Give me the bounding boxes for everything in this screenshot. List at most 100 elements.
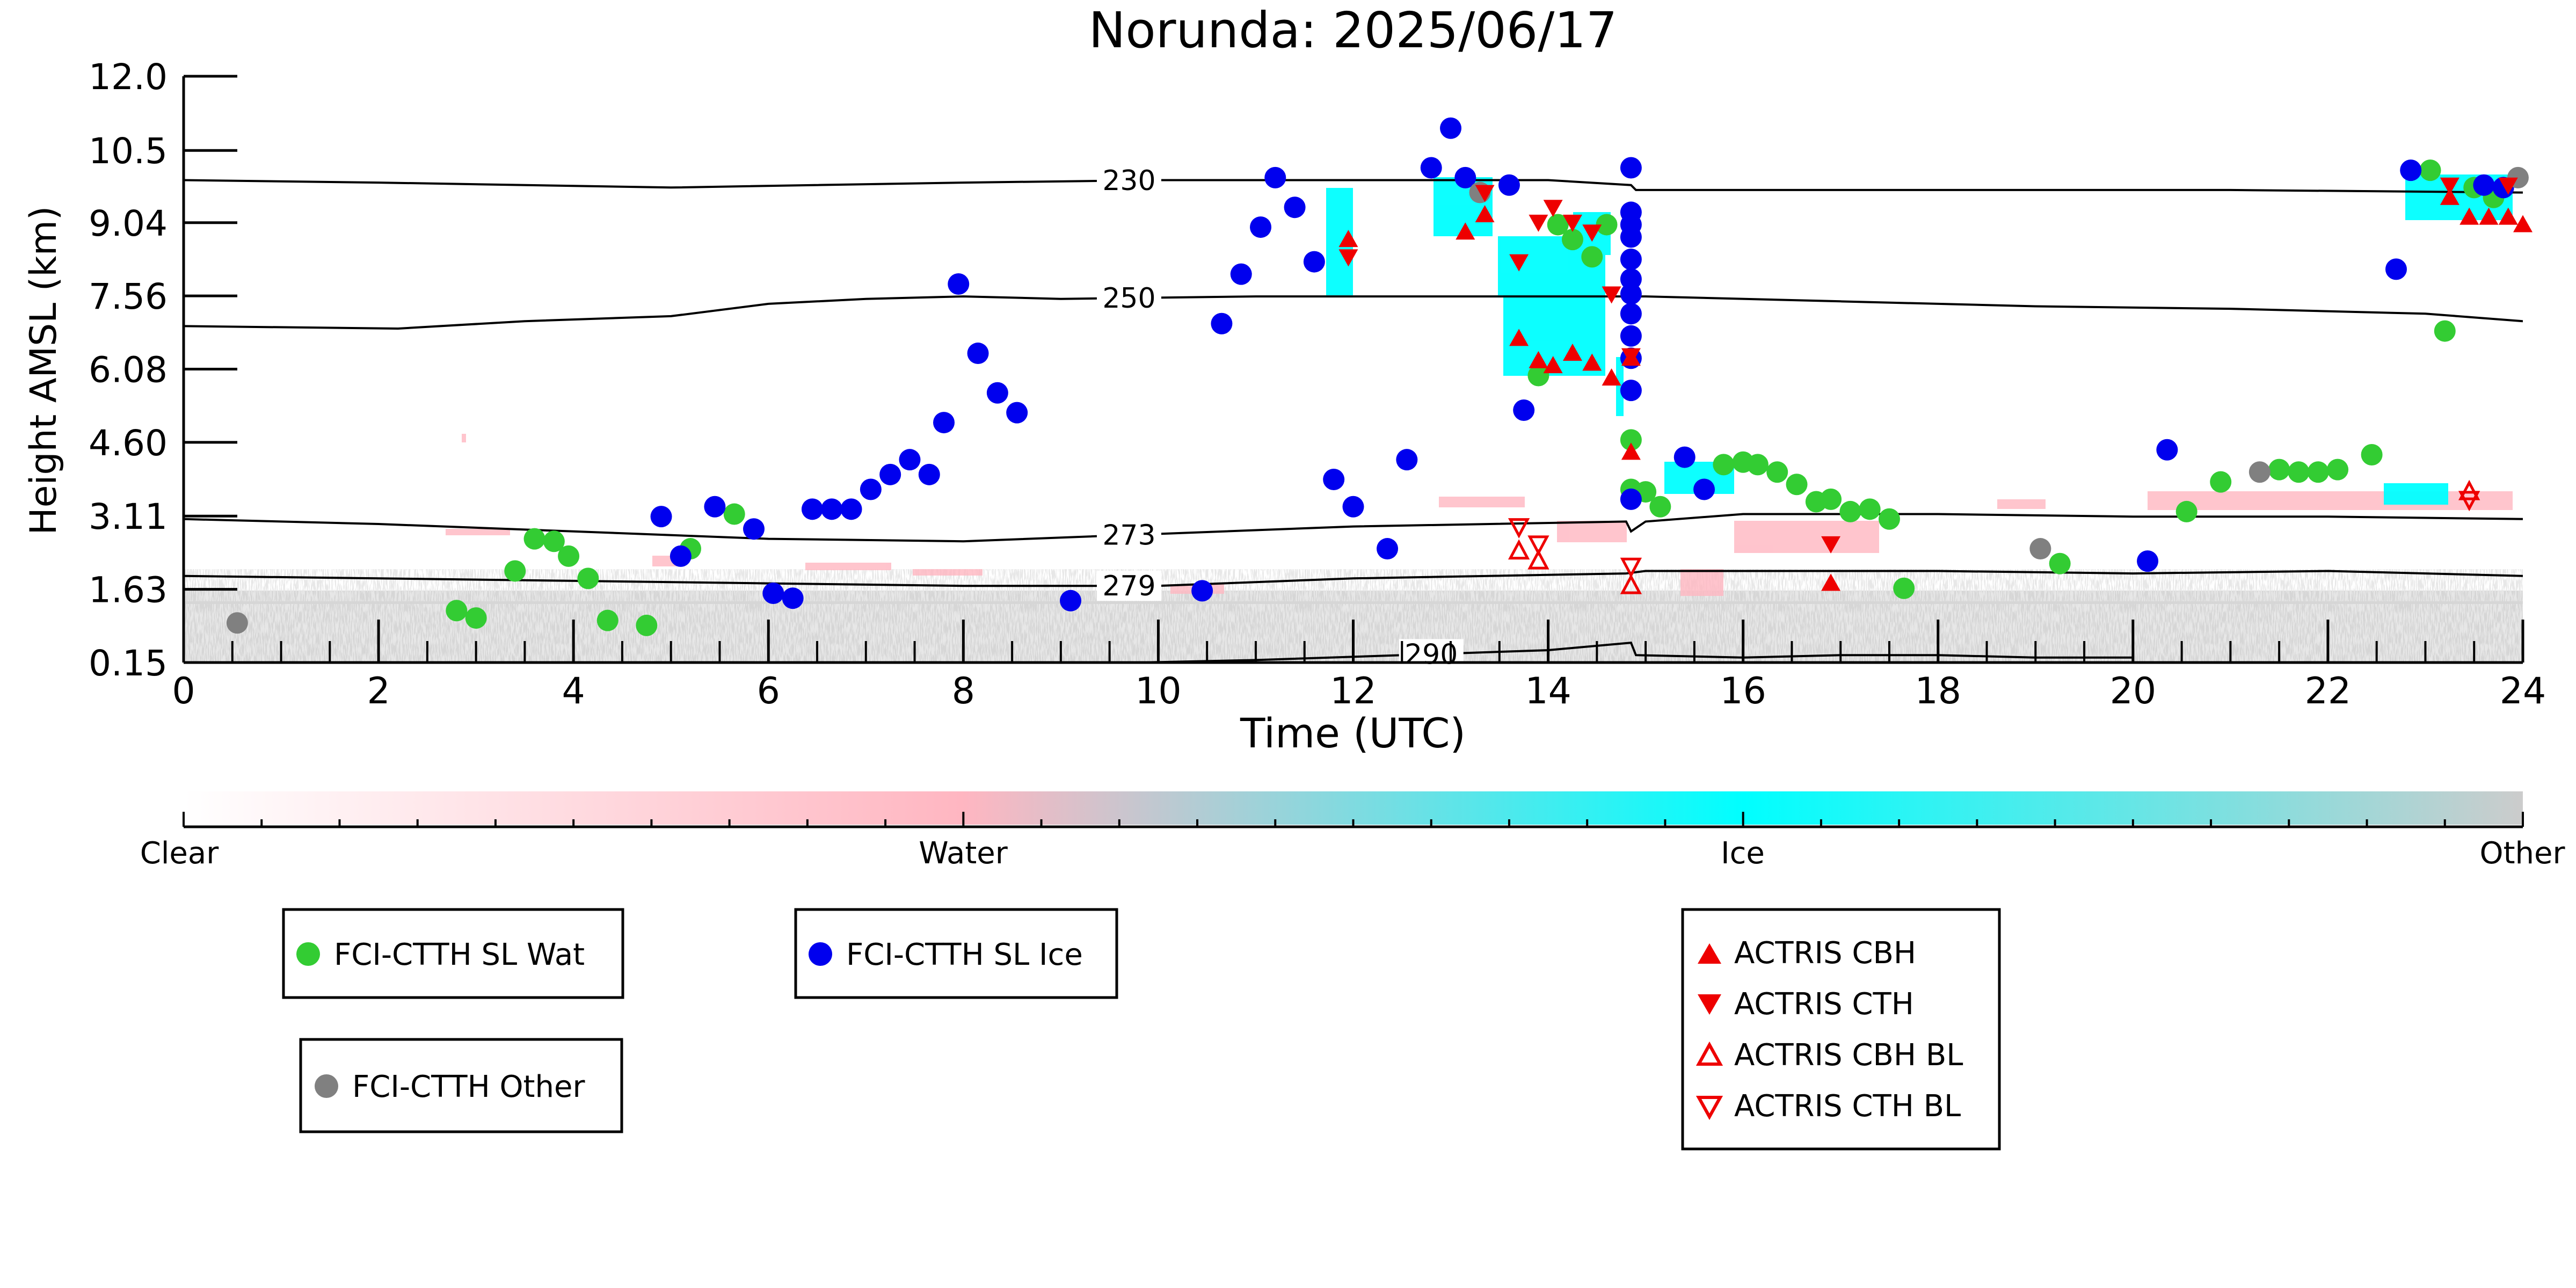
marker-actris-cth-bl xyxy=(1527,535,1549,556)
marker-fci-ctth-sl-ice xyxy=(1454,166,1476,188)
colorbar-label-water: Water xyxy=(919,836,1008,871)
marker-actris-cbh xyxy=(2479,207,2499,225)
marker-actris-cth xyxy=(1475,185,1495,202)
marker-fci-ctth-sl-wat xyxy=(636,614,658,636)
marker-fci-ctth-sl-ice xyxy=(860,478,882,500)
marker-actris-cbh xyxy=(1509,329,1529,346)
legend-label-cbh: ACTRIS CBH xyxy=(1734,936,1916,971)
marker-fci-ctth-sl-ice xyxy=(879,463,901,485)
contour-label-bg xyxy=(1096,165,1161,196)
marker-fci-ctth-sl-ice xyxy=(1342,496,1364,518)
marker-fci-ctth-sl-wat xyxy=(1839,500,1861,522)
marker-fci-ctth-sl-ice xyxy=(1303,251,1325,273)
x-tick-label: 22 xyxy=(2305,670,2352,712)
marker-fci-ctth-sl-ice xyxy=(704,496,726,518)
marker-fci-ctth-sl-wat xyxy=(723,503,745,525)
legend-label-wat: FCI-CTTH SL Wat xyxy=(334,937,585,972)
cloud-classification-field xyxy=(184,174,2523,663)
x-tick-label: 12 xyxy=(1330,670,1377,712)
marker-fci-ctth-sl-ice xyxy=(1323,469,1345,491)
marker-fci-ctth-sl-ice xyxy=(1060,590,1082,612)
marker-fci-ctth-sl-wat xyxy=(543,530,565,552)
marker-actris-cbh xyxy=(1475,205,1495,223)
marker-fci-ctth-sl-wat xyxy=(1766,461,1788,483)
marker-fci-ctth-sl-ice xyxy=(1513,399,1535,421)
marker-fci-ctth-sl-wat xyxy=(2361,443,2383,465)
marker-fci-ctth-sl-ice xyxy=(918,463,940,485)
marker-fci-ctth-sl-ice xyxy=(1498,174,1520,196)
marker-fci-ctth-sl-wat xyxy=(2288,461,2310,483)
marker-fci-ctth-sl-ice xyxy=(1620,157,1642,179)
marker-actris-cth-bl xyxy=(2458,491,2480,512)
contour-label-bg xyxy=(1096,520,1161,550)
contour-labels: 230 250 273 279 290 xyxy=(1096,165,1464,671)
marker-fci-ctth-sl-wat xyxy=(2210,471,2232,493)
x-tick-label: 20 xyxy=(2110,670,2157,712)
marker-fci-ctth-sl-wat xyxy=(1786,474,1808,496)
x-tick-label: 8 xyxy=(952,670,975,712)
marker-fci-ctth-sl-wat xyxy=(1893,577,1915,599)
y-axis-label: Height AMSL (km) xyxy=(23,206,65,535)
marker-fci-ctth-sl-wat xyxy=(2175,500,2197,522)
legend-label-cth: ACTRIS CTH xyxy=(1734,987,1914,1022)
marker-fci-ctth-sl-ice xyxy=(840,498,862,520)
marker-actris-cth xyxy=(1621,348,1641,366)
marker-fci-ctth-sl-wat xyxy=(558,545,580,567)
x-axis-ticks: 0 2 4 6 8 10 12 14 16 18 20 22 24 xyxy=(172,620,2546,712)
marker-fci-ctth-sl-ice xyxy=(948,273,970,295)
marker-fci-ctth-sl-ice xyxy=(1377,538,1399,560)
marker-fci-ctth-sl-ice xyxy=(899,449,921,471)
marker-actris-cbh xyxy=(1562,344,1582,361)
colorbar-label-other: Other xyxy=(2479,836,2565,871)
legend-label-cbh-bl: ACTRIS CBH BL xyxy=(1734,1038,1963,1073)
legend-ice: FCI-CTTH SL Ice xyxy=(794,908,1118,999)
marker-fci-ctth-sl-wat xyxy=(1713,454,1735,476)
x-tick-label: 14 xyxy=(1525,670,1571,712)
marker-fci-ctth-sl-ice xyxy=(967,343,989,365)
y-tick-label: 6.08 xyxy=(89,350,168,391)
y-axis-ticks: 0.15 1.63 3.11 4.60 6.08 7.56 9.04 10.5 12.0 xyxy=(89,56,237,684)
contour-label-279: 279 xyxy=(1102,570,1155,602)
colorbar-ticks xyxy=(183,812,2524,827)
marker-fci-ctth-sl-ice xyxy=(2473,174,2495,196)
y-tick-label: 12.0 xyxy=(89,56,168,98)
y-tick-label: 1.63 xyxy=(89,570,168,611)
contour-label-273: 273 xyxy=(1102,519,1155,551)
marker-fci-ctth-sl-ice xyxy=(1006,402,1028,424)
y-tick-label: 4.60 xyxy=(89,423,168,464)
y-tick-label: 9.04 xyxy=(89,203,168,244)
marker-actris-cbh-bl xyxy=(1508,539,1530,560)
colorbar-label-clear: Clear xyxy=(140,836,219,871)
marker-actris-cbh xyxy=(1602,368,1621,386)
contour-label-230: 230 xyxy=(1102,165,1155,197)
contour-label-bg xyxy=(1096,283,1161,314)
marker-actris-cbh xyxy=(1582,353,1602,371)
marker-fci-ctth-sl-wat xyxy=(1649,496,1671,518)
marker-actris-cbh xyxy=(1529,351,1548,368)
contour-label-bg xyxy=(1096,571,1161,601)
marker-fci-ctth-sl-wat xyxy=(523,528,545,550)
marker-fci-ctth-sl-ice xyxy=(1420,157,1442,179)
marker-fci-ctth-sl-wat xyxy=(577,567,599,590)
x-tick-label: 24 xyxy=(2500,670,2546,712)
contour-label-250: 250 xyxy=(1102,282,1155,315)
marker-fci-ctth-sl-wat xyxy=(1620,429,1642,451)
chart-title: Norunda: 2025/06/17 xyxy=(1089,2,1618,59)
marker-fci-ctth-sl-wat xyxy=(465,607,487,629)
marker-fci-ctth-sl-wat xyxy=(504,560,526,582)
marker-fci-ctth-sl-ice xyxy=(986,382,1008,404)
marker-fci-ctth-sl-ice xyxy=(801,498,823,520)
contour-label-290: 290 xyxy=(1405,638,1458,671)
marker-actris-cth xyxy=(1582,224,1602,242)
x-tick-label: 0 xyxy=(172,670,195,712)
marker-fci-ctth-sl-wat xyxy=(1581,246,1603,268)
legend-wat: FCI-CTTH SL Wat xyxy=(282,908,624,999)
contour-line-230 xyxy=(184,179,2523,194)
marker-fci-ctth-sl-ice xyxy=(933,412,955,434)
marker-fci-ctth-sl-ice xyxy=(2400,159,2422,181)
marker-actris-cbh xyxy=(1821,573,1841,591)
marker-fci-ctth-sl-wat xyxy=(1561,229,1583,251)
marker-fci-ctth-sl-wat xyxy=(446,600,468,622)
marker-fci-ctth-sl-ice xyxy=(650,506,672,528)
marker-fci-ctth-sl-wat xyxy=(2307,461,2329,483)
